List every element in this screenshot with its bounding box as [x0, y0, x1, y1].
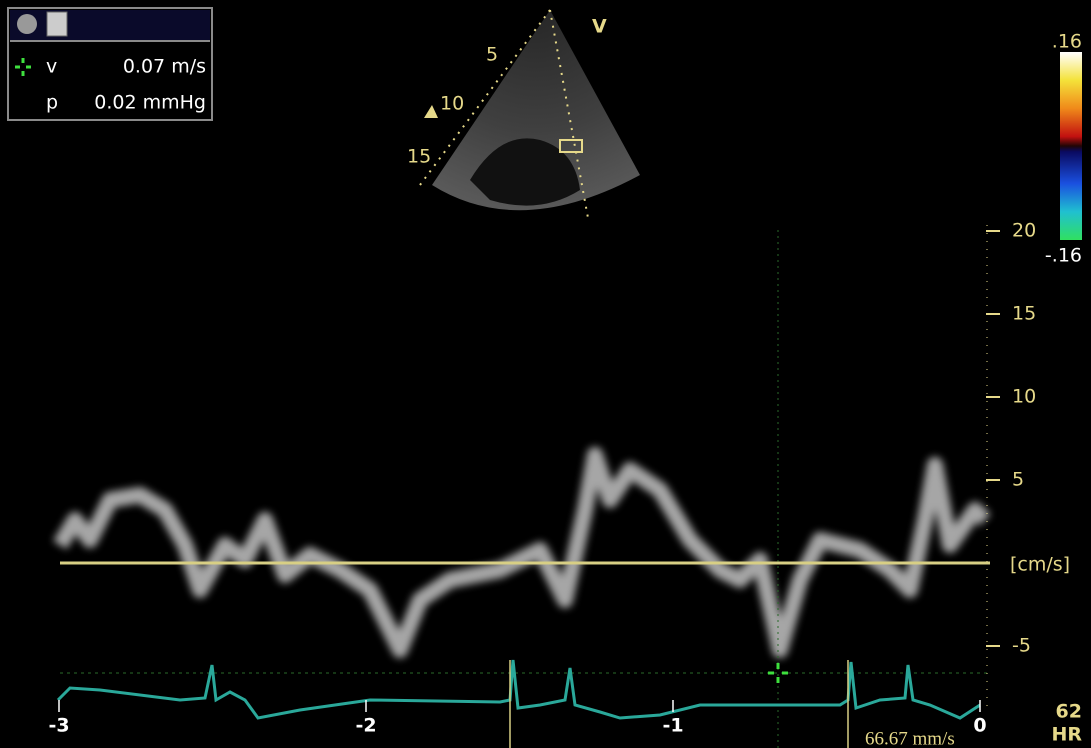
time-tick-label: 0 — [973, 715, 986, 737]
cursor-icon — [15, 58, 31, 76]
velocity-unit: [cm/s] — [1010, 554, 1070, 576]
sweep-speed: 66.67 mm/s — [865, 728, 955, 748]
panel-header — [10, 10, 210, 40]
cursor-marker — [768, 663, 788, 683]
velocity-value: 0.07 m/s — [123, 56, 206, 78]
pressure-symbol: p — [46, 92, 58, 114]
time-tick-label: -3 — [48, 715, 69, 737]
scale-tick-label: 15 — [1012, 303, 1036, 325]
depth-label: 10 — [440, 93, 464, 115]
heart-rate: 62 — [1056, 701, 1082, 723]
scale-tick-label: 5 — [1012, 469, 1024, 491]
color-bar-bottom: -.16 — [1045, 245, 1082, 267]
scale-tick-label: 20 — [1012, 220, 1036, 242]
velocity-symbol: v — [46, 56, 57, 78]
cursor-line — [549, 9, 589, 219]
doppler-spectrum — [53, 447, 991, 658]
sector-wedge — [432, 10, 640, 211]
sample-gate — [559, 139, 583, 153]
depth-label: 5 — [486, 44, 498, 66]
color-bar-top: .16 — [1052, 31, 1082, 53]
time-tick-label: -2 — [355, 715, 376, 737]
scale-tick-label: -5 — [1012, 635, 1031, 657]
freeze-icon[interactable] — [17, 14, 37, 34]
color-bar — [1060, 52, 1082, 240]
sector-image: V 5 10 15 — [407, 9, 640, 219]
scale-tick-label: 10 — [1012, 386, 1036, 408]
ecg-trace — [56, 659, 981, 720]
tool-icon[interactable] — [46, 11, 68, 37]
focus-marker — [424, 105, 438, 118]
chamber — [470, 138, 580, 206]
pressure-value: 0.02 mmHg — [94, 92, 206, 114]
depth-label: 15 — [407, 146, 431, 168]
time-tick-label: -1 — [662, 715, 683, 737]
measurement-panel: v 0.07 m/s p 0.02 mmHg — [7, 7, 213, 121]
heart-rate-label: HR — [1051, 724, 1082, 746]
view-label: V — [592, 16, 607, 38]
